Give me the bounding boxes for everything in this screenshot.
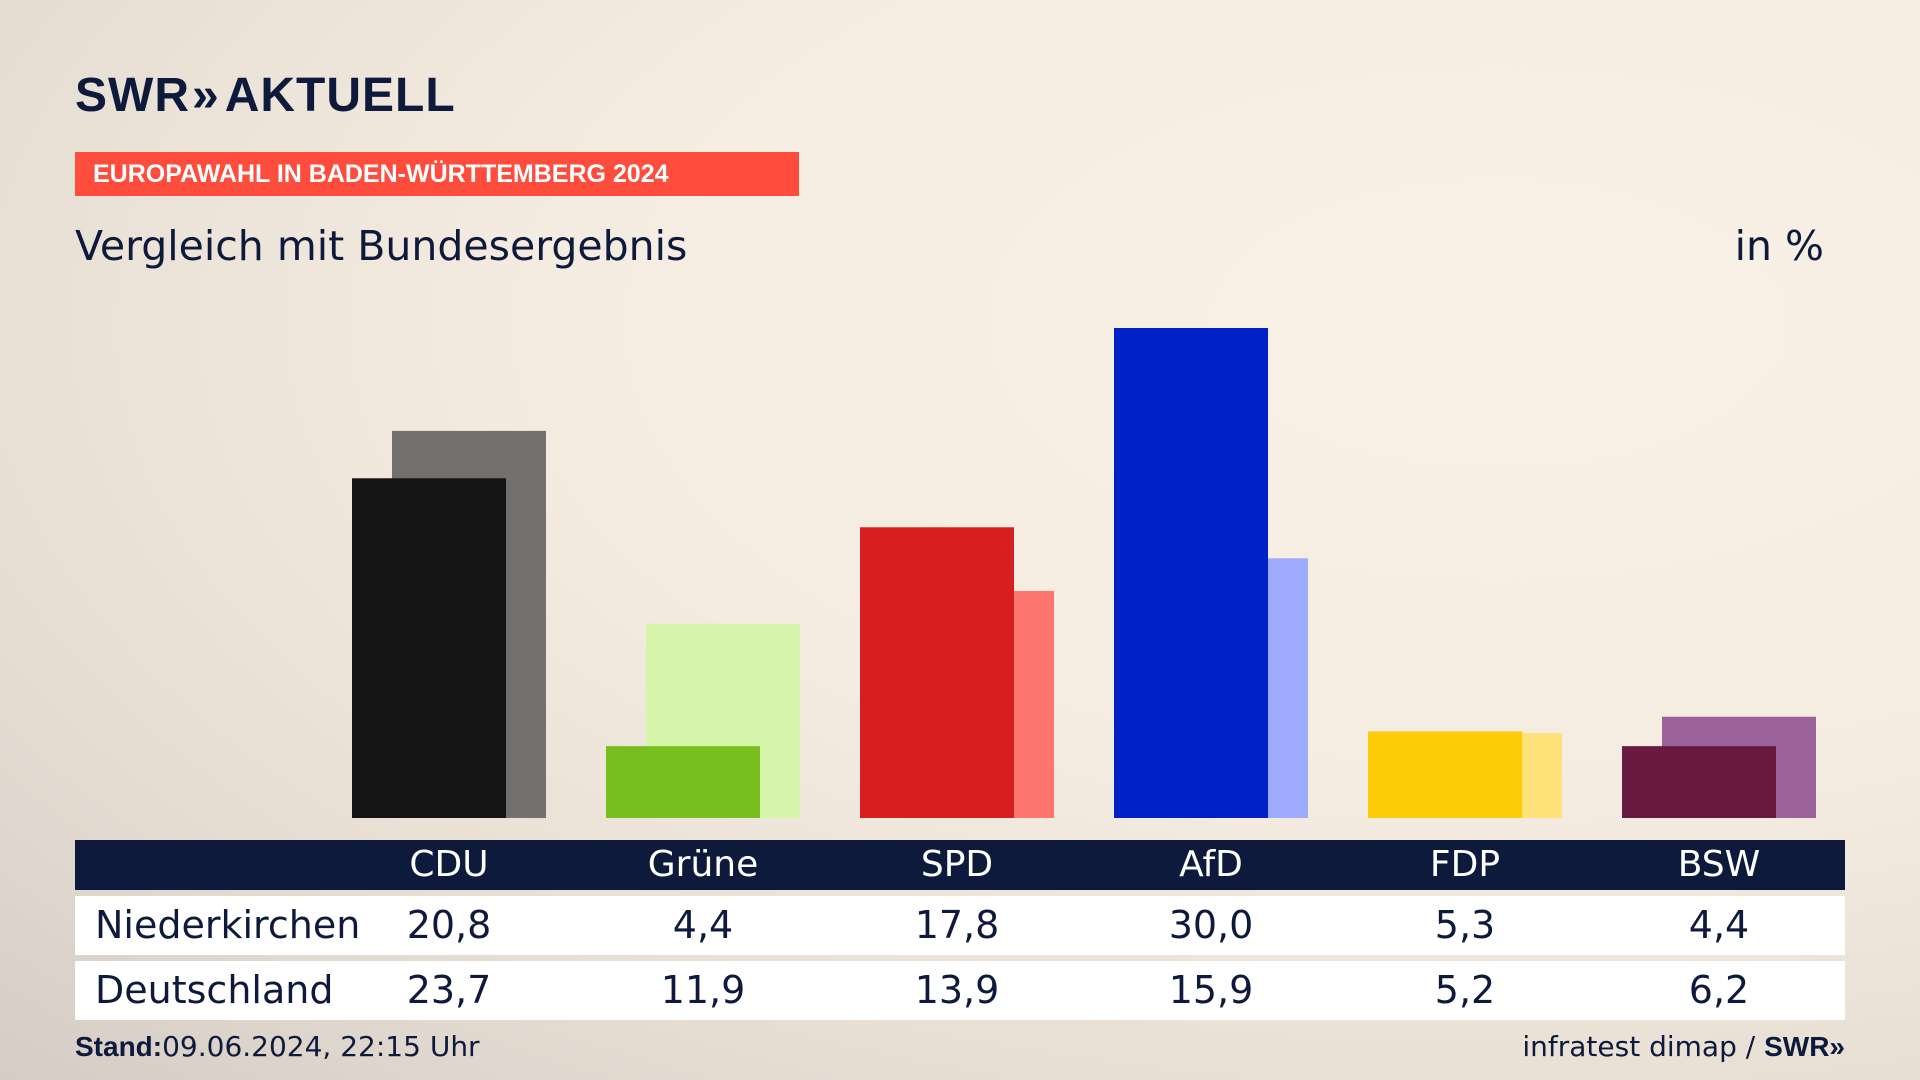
value-cell: 5,2 bbox=[1434, 968, 1496, 1012]
chart-subtitle: Vergleich mit Bundesergebnis bbox=[75, 222, 688, 270]
party-header: SPD bbox=[920, 844, 994, 885]
party-header: FDP bbox=[1429, 844, 1501, 885]
results-table: CDU Grüne SPD AfD FDP BSW Niederkirchen 20,8 4… bbox=[75, 840, 1845, 1020]
table-row-deutschland: Deutschland 23,7 11,9 13,9 15,9 5,2 6,2 bbox=[75, 961, 1845, 1020]
bar-niederkirchen-afd bbox=[1114, 328, 1268, 818]
value-cell: 4,4 bbox=[1688, 903, 1750, 947]
swr-aktuell-logo: SWR» AKTUELL bbox=[75, 68, 456, 123]
source-text: infratest dimap / bbox=[1522, 1030, 1756, 1063]
party-header: BSW bbox=[1677, 844, 1761, 885]
bar-niederkirchen-grüne bbox=[606, 746, 760, 818]
value-cell: 30,0 bbox=[1168, 903, 1254, 947]
bar-niederkirchen-cdu bbox=[352, 478, 506, 818]
unit-label: in % bbox=[1734, 222, 1824, 270]
stand-value: 09.06.2024, 22:15 Uhr bbox=[162, 1030, 480, 1063]
bar-niederkirchen-spd bbox=[860, 527, 1014, 818]
party-header: CDU bbox=[409, 844, 489, 885]
election-banner: EUROPAWAHL IN BADEN-WÜRTTEMBERG 2024 bbox=[75, 152, 799, 196]
stand-label: Stand: bbox=[75, 1031, 163, 1062]
table-row-niederkirchen: Niederkirchen 20,8 4,4 17,8 30,0 5,3 4,4 bbox=[75, 896, 1845, 955]
table-header: CDU Grüne SPD AfD FDP BSW bbox=[75, 840, 1845, 890]
value-cell: 6,2 bbox=[1688, 968, 1750, 1012]
timestamp: Stand:09.06.2024, 22:15 Uhr bbox=[75, 1030, 480, 1063]
party-header: AfD bbox=[1179, 844, 1243, 885]
row-label: Niederkirchen bbox=[95, 903, 361, 947]
row-label: Deutschland bbox=[95, 968, 334, 1012]
swr-small-logo: SWR» bbox=[1764, 1031, 1845, 1062]
brand-name: SWR bbox=[75, 69, 190, 122]
value-cell: 17,8 bbox=[914, 903, 1000, 947]
brand-product: AKTUELL bbox=[224, 69, 456, 122]
bar-niederkirchen-fdp bbox=[1368, 731, 1522, 818]
value-cell: 5,3 bbox=[1434, 903, 1496, 947]
value-cell: 4,4 bbox=[672, 903, 734, 947]
value-cell: 13,9 bbox=[914, 968, 1000, 1012]
source-credit: infratest dimap / SWR» bbox=[1522, 1030, 1845, 1063]
bar-niederkirchen-bsw bbox=[1622, 746, 1776, 818]
value-cell: 11,9 bbox=[660, 968, 746, 1012]
value-cell: 20,8 bbox=[406, 903, 492, 947]
party-header: Grüne bbox=[647, 844, 759, 885]
value-cell: 23,7 bbox=[406, 968, 492, 1012]
value-cell: 15,9 bbox=[1168, 968, 1254, 1012]
